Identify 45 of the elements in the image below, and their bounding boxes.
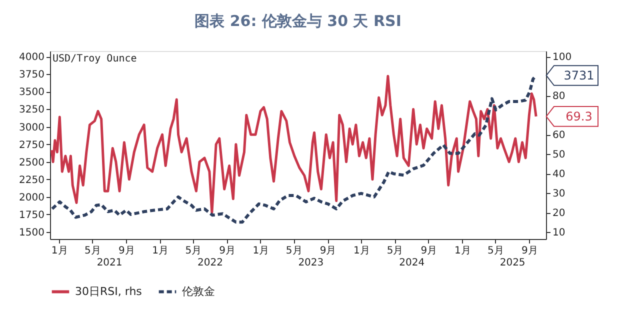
x-tick-label: 9月 — [219, 246, 236, 256]
y-tick-label: 2500 — [19, 157, 44, 168]
y2-tick-label: 40 — [552, 169, 566, 180]
x-tick-label: 9月 — [320, 246, 336, 256]
x-tick-label: 9月 — [521, 246, 538, 256]
x-tick-label: 1月 — [51, 246, 68, 256]
x-tick-label: 5月 — [286, 246, 302, 256]
y-tick-label: 2250 — [19, 174, 44, 186]
text: 3731 — [564, 68, 594, 82]
x-tick-label: 9月 — [118, 246, 135, 256]
legend-label: 30日RSI, rhs — [75, 284, 142, 298]
x2-tick-label: 2024 — [399, 258, 425, 268]
y2-tick-label: 100 — [552, 52, 572, 64]
y-tick-label: 2750 — [19, 140, 44, 151]
y-axis-title: USD/Troy Ounce — [52, 54, 137, 64]
y-tick-label: 3500 — [19, 87, 44, 98]
y-tick-label: 4000 — [19, 52, 44, 64]
x2-tick-label: 2021 — [96, 258, 122, 268]
x2-tick-label: 2025 — [500, 258, 526, 268]
y-tick-label: 3250 — [19, 104, 44, 116]
y2-tick-label: 20 — [552, 208, 566, 220]
y2-tick-label: 50 — [552, 150, 566, 161]
y-tick-label: 2000 — [19, 192, 44, 204]
legend-label: 伦敦金 — [182, 284, 215, 298]
x2-tick-label: 2022 — [198, 258, 223, 268]
x-tick-label: 1月 — [454, 246, 471, 256]
x-tick-label: 5月 — [386, 246, 404, 256]
y-tick-label: 3000 — [19, 122, 44, 134]
y2-tick-label: 30 — [552, 188, 566, 200]
y-tick-label: 3750 — [19, 70, 44, 81]
x-tick-label: 5月 — [185, 246, 202, 256]
x-tick-label: 9月 — [420, 246, 438, 256]
y2-tick-label: 80 — [552, 91, 566, 102]
y-tick-label: 1500 — [19, 227, 44, 238]
x2-tick-label: 2023 — [298, 258, 324, 268]
text: 69.3 — [566, 109, 592, 124]
y-tick-label: 1750 — [19, 210, 44, 221]
x-tick-label: 5月 — [488, 246, 504, 256]
y2-tick-label: 10 — [552, 227, 566, 238]
x-tick-label: 5月 — [84, 246, 101, 256]
x-tick-label: 1月 — [152, 246, 168, 256]
x-tick-label: 1月 — [252, 246, 270, 256]
chart-title: 图表 26: 伦敦金与 30 天 RSI — [194, 12, 402, 30]
y2-tick-label: 60 — [552, 130, 566, 142]
x-tick-label: 1月 — [353, 246, 370, 256]
